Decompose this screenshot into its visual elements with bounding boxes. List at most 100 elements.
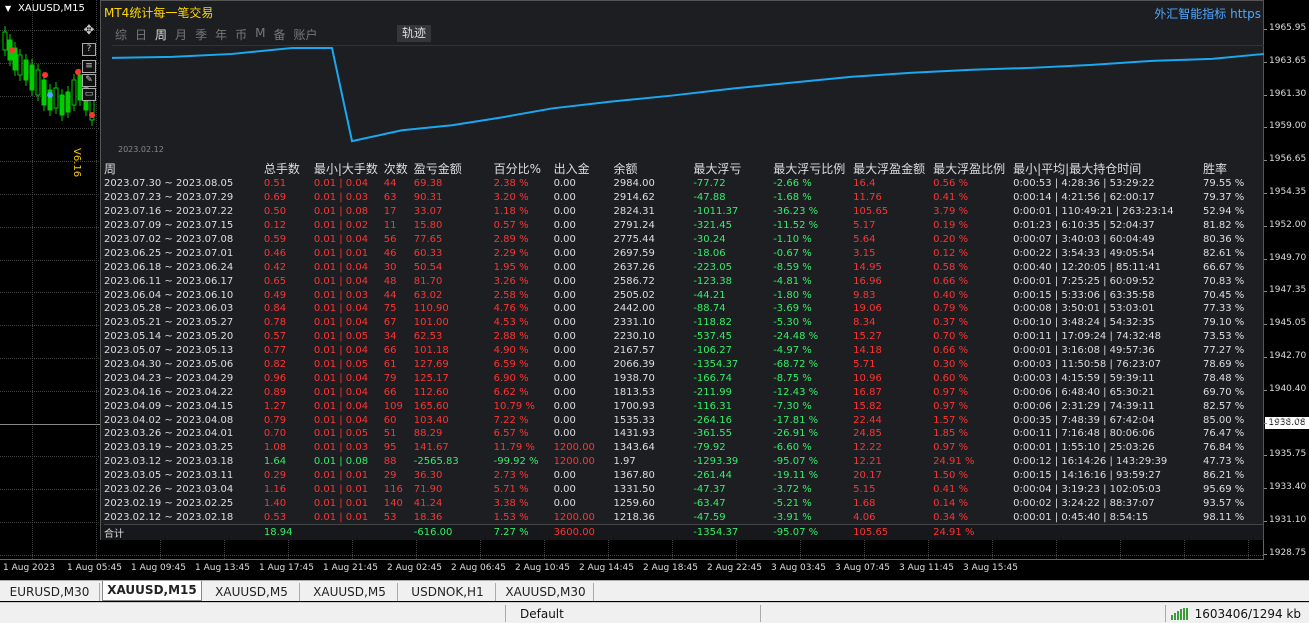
table-cell: 0.01 | 0.01: [313, 247, 369, 259]
chart-tab[interactable]: USDNOK,H1: [400, 583, 496, 601]
table-cell: 1.08: [263, 442, 287, 454]
column-header: 次数: [383, 162, 408, 176]
table-cell: 0.70 %: [933, 331, 969, 343]
table-cell: 0:00:01 | 1:55:10 | 25:03:26: [1013, 442, 1155, 454]
table-cell: 2775.44: [613, 234, 655, 245]
table-row: 2023.06.04 ~ 2023.06.10 0.49 0.01 | 0.03 44…: [104, 288, 1263, 302]
table-cell: 88: [383, 456, 397, 468]
tab-period[interactable]: 月: [175, 28, 188, 42]
restore-icon[interactable]: ▭: [82, 88, 96, 101]
trade-marker: [89, 112, 95, 118]
price-axis[interactable]: 1938.08 1965.95 1963.65 1961.30 1959.00 1956…: [1263, 0, 1309, 560]
table-cell: -47.37: [693, 484, 726, 496]
tab-trace[interactable]: 轨迹: [397, 25, 431, 42]
grid-line: [32, 0, 33, 559]
table-cell: 70.83 %: [1202, 275, 1245, 287]
table-cell: 24.91 %: [933, 456, 975, 468]
table-cell: 0:00:35 | 7:48:39 | 67:42:04: [1013, 414, 1155, 426]
table-cell: 0.00: [553, 400, 576, 412]
current-price-line: [0, 424, 100, 425]
table-cell: 101.00: [413, 317, 449, 329]
equity-curve-chart: [112, 45, 1264, 143]
table-cell: 0.41 %: [933, 192, 969, 204]
table-cell: 0:00:15 | 14:16:16 | 93:59:27: [1013, 470, 1161, 482]
price-tick: 1940.40: [1263, 383, 1307, 394]
candle-body: [59, 94, 65, 116]
chart-tab[interactable]: EURUSD,M30: [0, 583, 100, 601]
table-cell: 53: [383, 511, 397, 523]
table-cell: -19.11 %: [773, 470, 819, 482]
table-cell: -123.38: [693, 275, 732, 287]
table-cell: 0.01 | 0.04: [313, 414, 369, 426]
table-cell: 0.00: [553, 372, 576, 384]
table-cell: 2586.72: [613, 275, 655, 287]
info-icon[interactable]: ≡: [82, 60, 96, 73]
table-cell: 3.26 %: [493, 275, 529, 287]
chart-tab[interactable]: XAUUSD,M15: [102, 581, 202, 601]
table-cell: 50.54: [413, 261, 443, 273]
price-tick: 1928.75: [1263, 547, 1307, 558]
table-cell: 33.07: [413, 206, 443, 218]
stats-panel: MT4统计每一笔交易 外汇智能指标 https 综日周月季年币 M 备账户 轨迹 2…: [100, 0, 1264, 540]
table-cell: 0.82: [263, 359, 287, 371]
tab-period[interactable]: 年: [215, 28, 228, 42]
table-cell: -5.21 %: [773, 497, 812, 509]
table-cell: 76.84 %: [1202, 442, 1245, 454]
table-cell: 1.27: [263, 400, 287, 412]
table-cell: 24.85: [853, 428, 882, 440]
table-cell: 0.51: [263, 178, 287, 190]
table-cell: 0.56 %: [933, 178, 969, 190]
chart-tab[interactable]: XAUUSD,M30: [498, 583, 594, 601]
table-cell: -2565.83: [413, 456, 459, 468]
table-cell: 98.11 %: [1202, 511, 1245, 523]
table-cell: 2023.04.02 ~ 2023.04.08: [104, 414, 234, 426]
table-cell: -36.23 %: [773, 206, 819, 218]
table-cell: 17: [383, 206, 397, 218]
table-cell: -3.69 %: [773, 303, 812, 315]
table-cell: 66: [383, 386, 397, 398]
tab-period[interactable]: 周: [155, 28, 168, 42]
time-axis[interactable]: 1 Aug 2023 1 Aug 05:45 1 Aug 09:45 1 Aug 13…: [0, 561, 1264, 579]
price-chart[interactable]: ▼ XAUUSD,M15 ✥ ? ≡ ✎ ▭ V6.16 MT4统计每一笔交易 …: [0, 0, 1264, 560]
candle-body: [47, 89, 53, 111]
table-cell: 18.36: [413, 511, 443, 523]
traffic-counter: 1603406/1294 kb: [1194, 607, 1301, 621]
table-cell: 41.24: [413, 497, 443, 509]
time-tick: 2 Aug 22:45: [707, 563, 762, 573]
table-cell: 0:00:22 | 3:54:33 | 49:05:54: [1013, 247, 1155, 259]
tab-period[interactable]: M: [255, 26, 266, 40]
table-cell: 15.80: [413, 220, 443, 232]
help-icon[interactable]: ?: [82, 43, 96, 56]
dropdown-arrow-icon[interactable]: ▼: [5, 4, 12, 13]
table-cell: 1.95 %: [493, 261, 529, 273]
trade-marker: [9, 47, 15, 53]
chart-tab[interactable]: XAUUSD,M5: [302, 583, 398, 601]
table-cell: 141.67: [413, 442, 449, 454]
price-tick: 1938.05: [1263, 416, 1307, 427]
chart-tab[interactable]: XAUUSD,M5: [204, 583, 300, 601]
tab-period[interactable]: 综: [115, 28, 128, 42]
move-icon[interactable]: ✥: [83, 23, 95, 38]
table-cell: 1331.50: [613, 484, 655, 496]
table-cell: 90.31: [413, 192, 443, 204]
table-cell: 1.68: [853, 497, 876, 509]
table-cell: 62.53: [413, 331, 443, 343]
tab-period[interactable]: 币: [235, 28, 248, 42]
time-tick: 1 Aug 13:45: [195, 563, 250, 573]
table-row: 2023.04.30 ~ 2023.05.06 0.82 0.01 | 0.05 61…: [104, 358, 1263, 372]
column-header: 最大浮亏比例: [773, 162, 846, 176]
chart-symbol-title: XAUUSD,M15: [18, 3, 85, 14]
table-cell: 0.01 | 0.03: [313, 192, 369, 204]
table-cell: 0.01 | 0.01: [313, 484, 369, 496]
table-cell: 2023.06.25 ~ 2023.07.01: [104, 247, 234, 259]
indicator-link[interactable]: 外汇智能指标 https: [1154, 7, 1261, 21]
tab-period[interactable]: 季: [195, 28, 208, 42]
tab-period[interactable]: 日: [135, 28, 148, 42]
table-cell: 0.97 %: [933, 442, 969, 454]
tab-period[interactable]: 备: [273, 28, 286, 42]
tab-period[interactable]: 账户: [293, 28, 318, 42]
table-cell: 0:00:08 | 3:50:01 | 53:03:01: [1013, 303, 1155, 315]
price-tick: 1956.65: [1263, 154, 1307, 165]
edit-icon[interactable]: ✎: [82, 74, 96, 87]
table-cell: 2023.05.21 ~ 2023.05.27: [104, 317, 234, 329]
